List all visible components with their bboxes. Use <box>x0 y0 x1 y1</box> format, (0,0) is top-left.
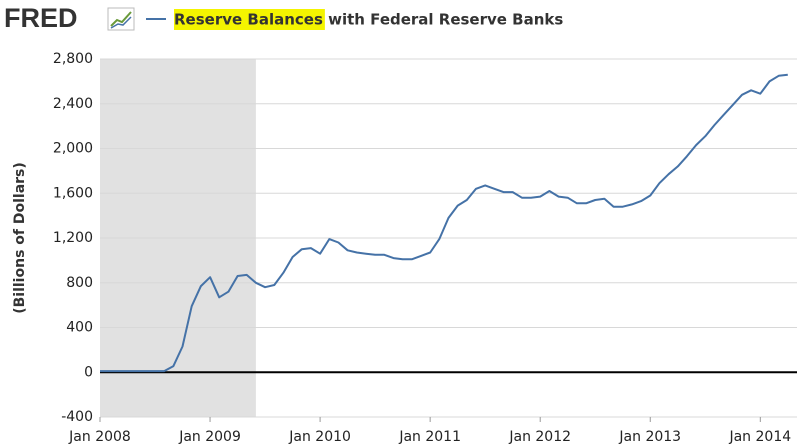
x-tick-label: Jan 2010 <box>288 429 351 445</box>
legend-label: Reserve Balances with Federal Reserve Ba… <box>174 11 563 29</box>
legend-highlight <box>174 9 325 30</box>
y-tick-label: 800 <box>66 275 93 291</box>
logo-icon-line <box>110 11 132 27</box>
y-tick-label: 1,200 <box>53 230 93 246</box>
y-tick-label: 2,000 <box>53 141 93 157</box>
data-line <box>100 73 788 373</box>
logo-icon-line <box>110 16 132 29</box>
y-tick-label: 0 <box>84 364 93 380</box>
y-tick-label: 1,600 <box>53 185 93 201</box>
logo-icon <box>107 7 135 31</box>
logo: FRED <box>4 3 78 33</box>
y-tick-label: 2,800 <box>53 51 93 67</box>
x-tick-label: Jan 2009 <box>178 429 241 445</box>
x-tick-label: Jan 2008 <box>68 429 131 445</box>
x-tick-label: Jan 2013 <box>618 429 681 445</box>
x-tick-label: Jan 2011 <box>398 429 461 445</box>
y-tick-label: 400 <box>66 320 93 336</box>
y-axis-label: (Billions of Dollars) <box>12 162 28 314</box>
y-tick-label: -400 <box>61 409 93 425</box>
x-tick-label: Jan 2012 <box>508 429 571 445</box>
x-tick-label: Jan 2014 <box>728 429 791 445</box>
y-tick-label: 2,400 <box>53 96 93 112</box>
logo-icon-box <box>107 7 135 31</box>
